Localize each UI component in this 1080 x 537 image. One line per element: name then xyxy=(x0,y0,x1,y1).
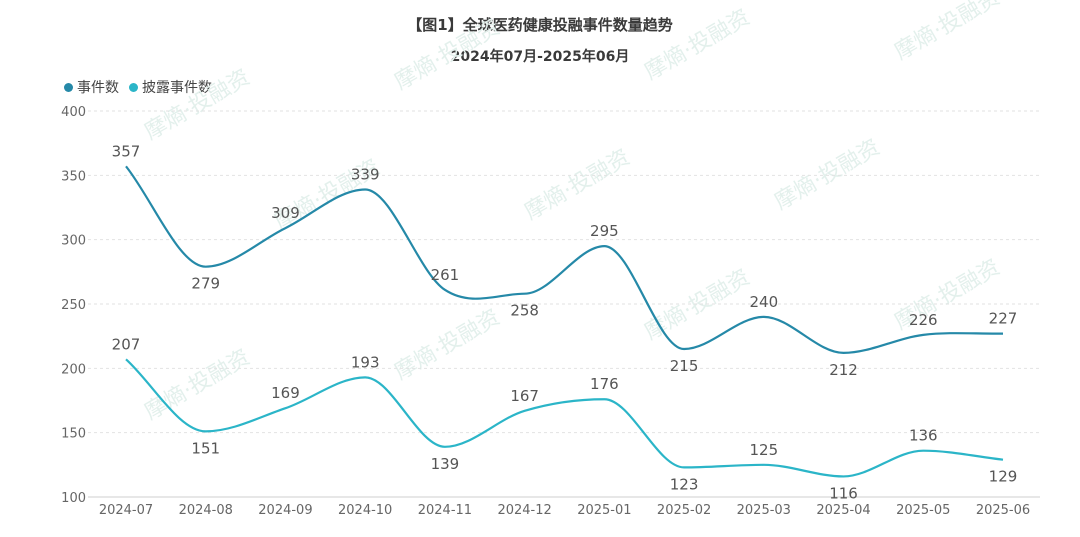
legend-item-disclosed: 披露事件数 xyxy=(129,77,212,97)
y-tick-label: 150 xyxy=(61,427,86,442)
data-label: 226 xyxy=(909,311,938,329)
data-label: 357 xyxy=(112,142,141,160)
x-tick-label: 2025-05 xyxy=(896,503,950,518)
x-tick-label: 2025-03 xyxy=(737,503,791,518)
x-tick-label: 2024-12 xyxy=(497,503,551,518)
data-label: 129 xyxy=(989,468,1018,486)
series-lines xyxy=(125,165,1004,478)
x-tick-label: 2024-10 xyxy=(338,503,392,518)
x-axis: 2024-07 2024-08 2024-09 2024-10 2024-11 2024-… xyxy=(99,503,1030,518)
y-tick-label: 400 xyxy=(61,105,86,120)
x-tick-label: 2025-01 xyxy=(577,503,631,518)
data-label: 309 xyxy=(271,204,300,222)
watermark-text: 摩熵·投融资 xyxy=(141,345,255,425)
x-tick-label: 2024-09 xyxy=(258,503,312,518)
x-tick-label: 2025-06 xyxy=(976,503,1030,518)
watermark-text: 摩熵·投融资 xyxy=(891,255,1005,335)
data-label: 123 xyxy=(670,475,699,493)
data-label: 207 xyxy=(112,335,141,353)
chart-subtitle: 2024年07月-2025年06月 xyxy=(450,49,630,65)
y-tick-label: 350 xyxy=(61,169,86,184)
data-label: 279 xyxy=(191,275,220,293)
data-label: 261 xyxy=(431,266,460,284)
data-label: 193 xyxy=(351,353,380,371)
watermark-text: 摩熵·投融资 xyxy=(141,65,255,145)
grid xyxy=(88,110,1040,498)
data-labels: 357 279 309 339 261 258 295 215 240 212 226 227 207 1… xyxy=(112,142,1018,502)
data-label: 240 xyxy=(749,293,778,311)
legend-label: 事件数 xyxy=(77,80,119,96)
watermark-text: 摩熵·投融资 xyxy=(521,145,635,225)
data-label: 139 xyxy=(431,455,460,473)
data-label: 176 xyxy=(590,375,619,393)
watermark-text: 摩熵·投融资 xyxy=(641,265,755,345)
y-tick-label: 200 xyxy=(61,362,86,377)
legend-item-events: 事件数 xyxy=(64,77,119,97)
data-label: 339 xyxy=(351,165,380,183)
data-label: 125 xyxy=(749,441,778,459)
x-tick-label: 2024-11 xyxy=(418,503,472,518)
y-tick-label: 300 xyxy=(61,234,86,249)
data-label: 215 xyxy=(670,357,699,375)
watermark-text: 摩熵·投融资 xyxy=(891,0,1005,65)
data-label: 295 xyxy=(590,222,619,240)
data-label: 116 xyxy=(829,484,858,502)
y-tick-label: 250 xyxy=(61,298,86,313)
y-axis: 100 150 200 250 300 350 400 xyxy=(61,105,86,506)
legend-label: 披露事件数 xyxy=(142,80,212,96)
y-tick-label: 100 xyxy=(61,491,86,506)
x-tick-label: 2025-04 xyxy=(816,503,870,518)
x-tick-label: 2024-07 xyxy=(99,503,153,518)
watermark-text: 摩熵·投融资 xyxy=(641,5,755,85)
data-label: 136 xyxy=(909,427,938,445)
legend-dot-icon xyxy=(64,82,73,92)
x-tick-label: 2025-02 xyxy=(657,503,711,518)
data-label: 151 xyxy=(191,439,220,457)
data-label: 169 xyxy=(271,384,300,402)
data-label: 212 xyxy=(829,361,858,379)
chart-title: 【图1】全球医药健康投融事件数量趋势 xyxy=(407,16,673,34)
watermark-text: 摩熵·投融资 xyxy=(391,305,505,385)
data-label: 258 xyxy=(510,302,539,320)
x-tick-label: 2024-08 xyxy=(179,503,233,518)
data-label: 167 xyxy=(510,387,539,405)
data-label: 227 xyxy=(989,310,1018,328)
watermark-text: 摩熵·投融资 xyxy=(391,15,505,95)
legend-dot-icon xyxy=(129,82,138,92)
series-line-1 xyxy=(125,165,1004,354)
legend: 事件数 披露事件数 xyxy=(64,77,212,97)
series-line-2 xyxy=(125,358,1004,478)
